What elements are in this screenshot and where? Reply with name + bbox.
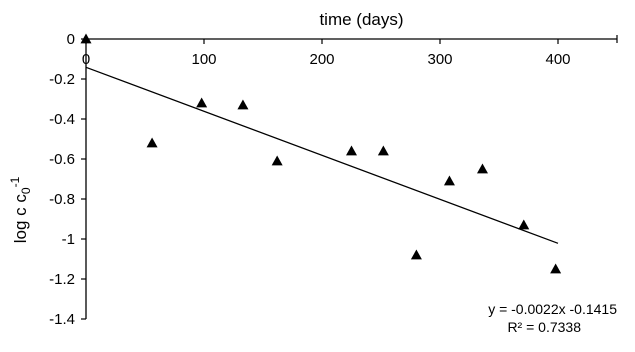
x-tick-label: 200 [309, 51, 334, 68]
x-tick-label: 0 [82, 51, 90, 68]
y-tick-label: -1 [62, 231, 75, 248]
x-axis-title: time (days) [319, 10, 403, 29]
data-point [237, 99, 249, 110]
data-point [518, 219, 530, 230]
trendline-equation: y = -0.0022x -0.1415 [488, 301, 617, 317]
data-point [196, 97, 208, 108]
data-point [271, 155, 283, 166]
data-point [410, 249, 422, 260]
x-tick-label: 300 [427, 51, 452, 68]
y-tick-label: -1.4 [49, 311, 75, 328]
y-axis-title-subscript: 0 [19, 187, 33, 194]
y-tick-label: -0.4 [49, 111, 75, 128]
x-axis: 0 100 200 300 400 [82, 35, 618, 68]
data-point [146, 137, 158, 148]
data-point [443, 175, 455, 186]
y-axis: 0 -0.2 -0.4 -0.6 -0.8 -1 -1.2 -1.4 [49, 31, 87, 328]
data-points [80, 33, 562, 274]
y-axis-title-superscript: -1 [8, 176, 22, 187]
y-tick-label: 0 [67, 31, 75, 48]
data-point [346, 145, 357, 156]
y-axis-title-main: log c c [11, 194, 30, 244]
trendline-r-squared: R² = 0.7338 [507, 319, 581, 335]
y-tick-label: -0.6 [49, 151, 75, 168]
data-point [377, 145, 389, 156]
y-axis-title: log c c0-1 [8, 176, 33, 243]
trendline [85, 66, 559, 244]
y-tick-label: -1.2 [49, 271, 75, 288]
data-point [80, 33, 92, 44]
y-tick-label: -0.8 [49, 191, 75, 208]
data-point [550, 263, 562, 274]
y-tick-label: -0.2 [49, 71, 75, 88]
x-tick-label: 400 [545, 51, 570, 68]
data-point [476, 163, 488, 174]
x-tick-label: 100 [191, 51, 216, 68]
